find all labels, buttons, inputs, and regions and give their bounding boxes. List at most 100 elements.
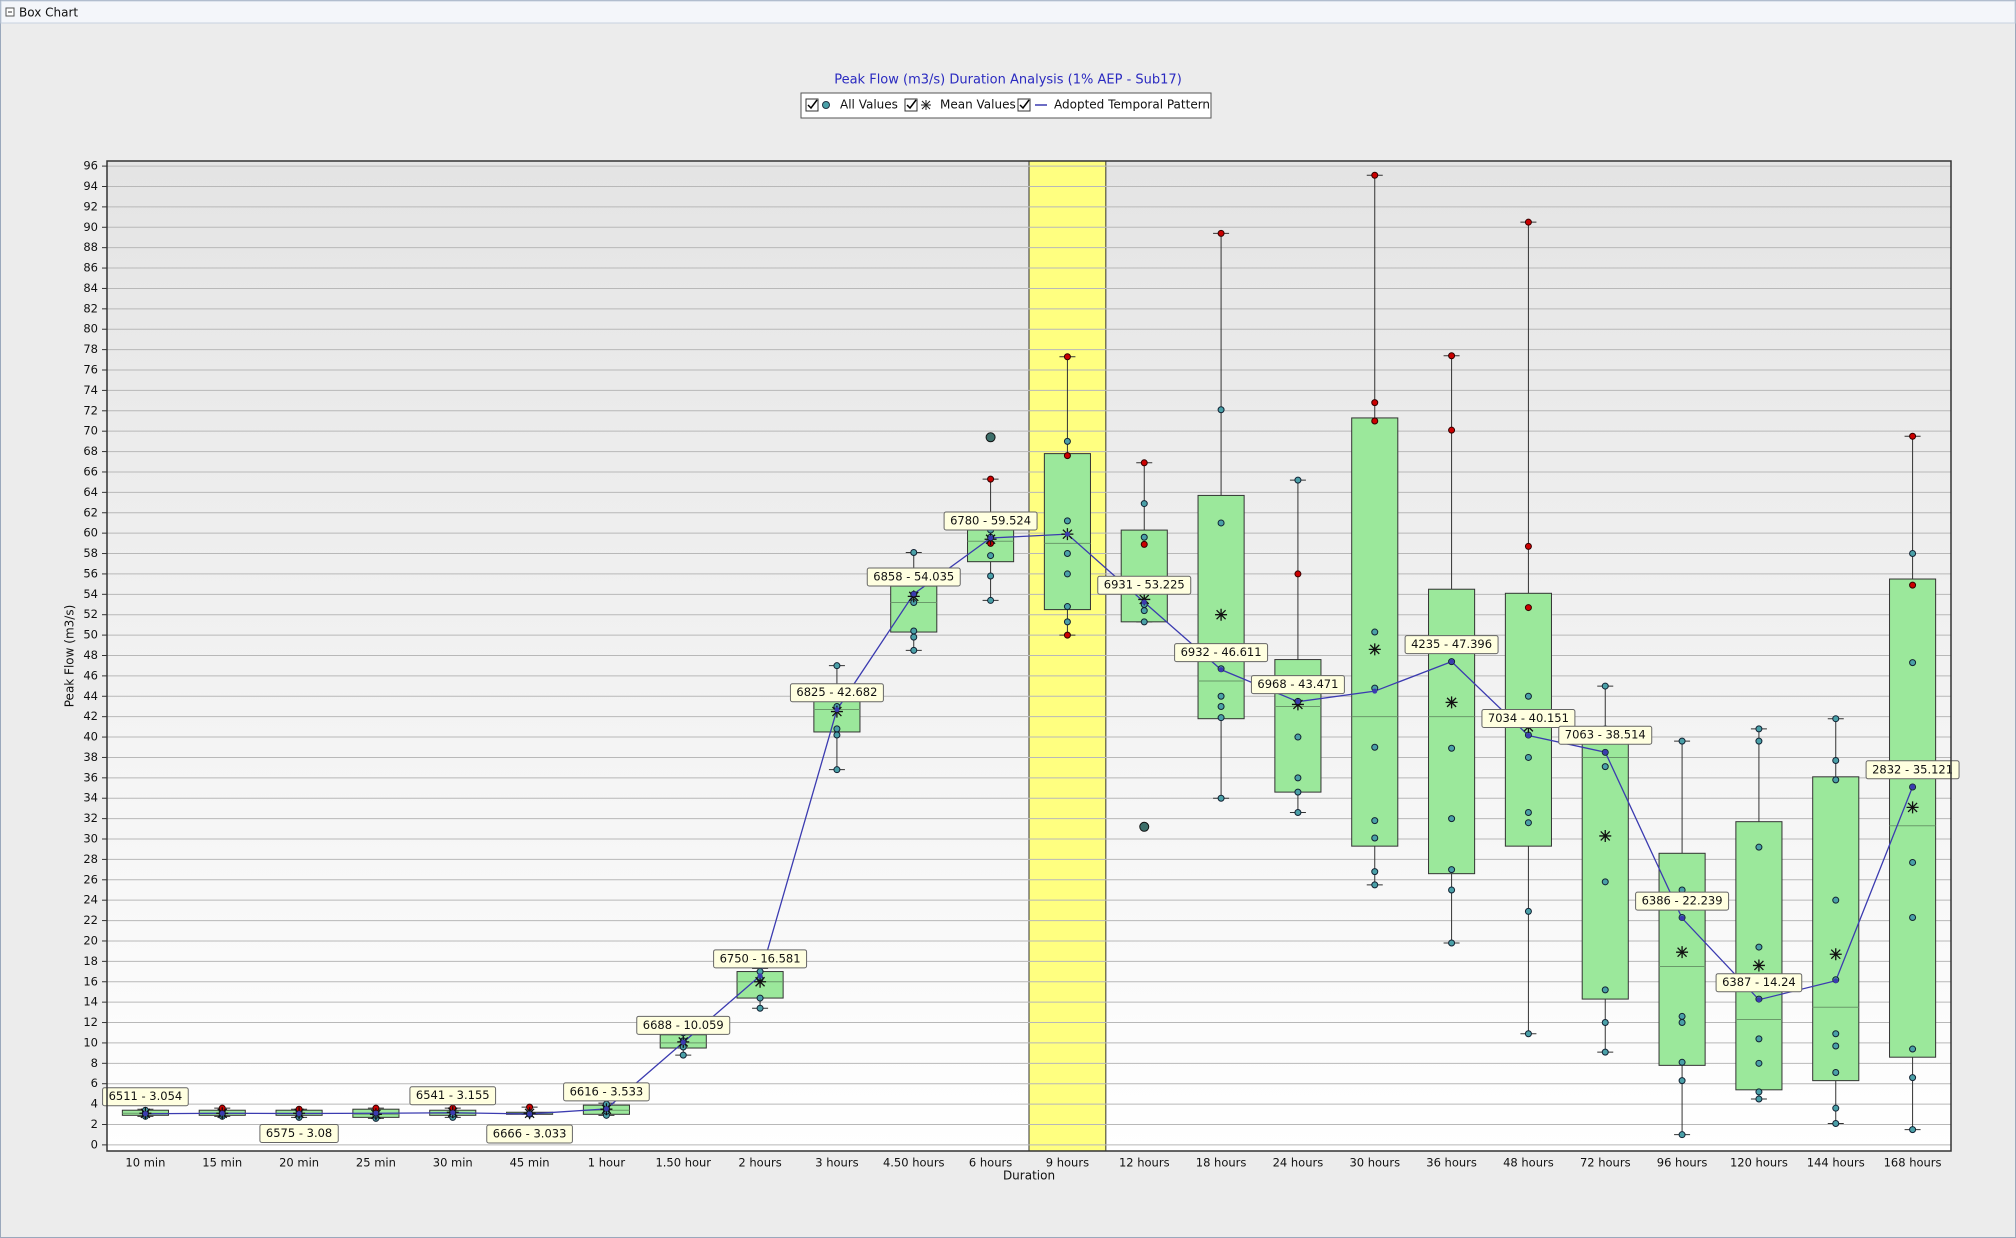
y-tick-label: 94 xyxy=(83,179,98,193)
y-tick-label: 10 xyxy=(83,1035,98,1049)
value-point xyxy=(1294,788,1302,796)
chart-title: Peak Flow (m3/s) Duration Analysis (1% A… xyxy=(834,73,1182,88)
value-label-box xyxy=(1715,973,1803,993)
adopted-point xyxy=(1525,733,1531,739)
mean-star xyxy=(1291,698,1304,711)
y-tick-label: 56 xyxy=(83,566,98,580)
value-point xyxy=(1217,519,1225,527)
x-tick-label: 30 hours xyxy=(1349,1156,1400,1170)
adopted-line xyxy=(145,533,1914,1115)
mean-star xyxy=(1676,946,1689,959)
x-tick-label: 1 hour xyxy=(588,1156,626,1170)
adopted-point xyxy=(988,535,994,541)
value-point xyxy=(1371,743,1379,751)
y-tick-label: 96 xyxy=(83,159,98,173)
value-point xyxy=(1371,881,1379,889)
y-tick-label: 88 xyxy=(83,240,98,254)
adopted-point xyxy=(1833,978,1839,984)
value-label-text: 6825 - 42.682 xyxy=(796,685,877,699)
x-tick-label: 6 hours xyxy=(969,1156,1012,1170)
value-label-box xyxy=(1250,675,1345,695)
value-label-box xyxy=(1097,575,1192,595)
value-label-text: 6932 - 46.611 xyxy=(1181,645,1262,659)
value-point xyxy=(1371,628,1379,636)
y-tick-label: 50 xyxy=(83,628,98,642)
value-label: 7063 - 38.514 xyxy=(1558,725,1653,745)
flagged-point xyxy=(1524,604,1532,612)
x-tick-label: 12 hours xyxy=(1119,1156,1170,1170)
y-tick-label: 16 xyxy=(83,974,98,988)
x-tick-label: 1.50 hour xyxy=(655,1156,711,1170)
value-label-text: 6541 - 3.155 xyxy=(416,1088,490,1102)
y-tick-label: 62 xyxy=(83,505,98,519)
x-tick-label: 3 hours xyxy=(815,1156,858,1170)
value-point xyxy=(756,1004,764,1012)
y-tick-label: 78 xyxy=(83,342,98,356)
value-point xyxy=(1063,517,1071,525)
y-tick-label: 8 xyxy=(91,1056,98,1070)
value-point xyxy=(1678,737,1686,745)
y-tick-label: 44 xyxy=(83,689,98,703)
value-label-text: 6780 - 59.524 xyxy=(950,513,1031,527)
adopted-point xyxy=(757,973,763,979)
y-tick-label: 12 xyxy=(83,1015,98,1029)
flagged-point xyxy=(1140,540,1148,548)
value-point xyxy=(1832,1030,1840,1038)
value-point xyxy=(1524,753,1532,761)
value-point xyxy=(1832,1068,1840,1076)
x-tick-label: 18 hours xyxy=(1196,1156,1247,1170)
value-point xyxy=(1217,406,1225,414)
y-tick-label: 86 xyxy=(83,261,98,275)
adopted-point xyxy=(1141,599,1147,605)
value-label-text: 2832 - 35.121 xyxy=(1872,762,1953,776)
value-point xyxy=(1140,607,1148,615)
value-label-text: 7063 - 38.514 xyxy=(1565,728,1646,742)
x-tick-label: 72 hours xyxy=(1580,1156,1631,1170)
value-point xyxy=(1755,725,1763,733)
value-point xyxy=(1601,878,1609,886)
adopted-point xyxy=(1218,667,1224,673)
value-point xyxy=(910,633,918,641)
y-tick-label: 36 xyxy=(83,770,98,784)
mean-star xyxy=(1906,801,1919,814)
legend-star xyxy=(921,100,931,110)
value-label: 7034 - 40.151 xyxy=(1481,709,1576,729)
value-label-text: 6387 - 14.24 xyxy=(1722,975,1796,989)
value-point xyxy=(1601,1048,1609,1056)
legend-point xyxy=(822,101,830,109)
value-point xyxy=(1601,763,1609,771)
value-point xyxy=(1909,1074,1917,1082)
value-point xyxy=(1524,907,1532,915)
value-point xyxy=(1909,1126,1917,1134)
y-tick-label: 38 xyxy=(83,750,98,764)
value-label-box xyxy=(1174,643,1269,663)
value-label-text: 6386 - 22.239 xyxy=(1642,894,1723,908)
y-tick-label: 24 xyxy=(83,893,98,907)
value-label: 6575 - 3.08 xyxy=(259,1123,339,1143)
adopted-point xyxy=(450,1110,456,1116)
value-point xyxy=(679,1051,687,1059)
legend-box xyxy=(800,92,1212,119)
y-tick-label: 26 xyxy=(83,872,98,886)
value-point xyxy=(1448,815,1456,823)
value-label-box xyxy=(943,511,1038,531)
value-point xyxy=(1755,1035,1763,1043)
value-label-box xyxy=(1865,760,1960,780)
value-label-text: 6575 - 3.08 xyxy=(266,1126,332,1140)
value-point xyxy=(1909,1045,1917,1053)
value-label-box xyxy=(866,567,961,587)
x-tick-label: 24 hours xyxy=(1273,1156,1324,1170)
value-point xyxy=(1832,896,1840,904)
mean-star xyxy=(754,975,767,988)
adopted-point xyxy=(1295,699,1301,705)
value-point xyxy=(1294,809,1302,817)
value-point xyxy=(1909,914,1917,922)
value-point xyxy=(1755,1088,1763,1096)
y-tick-label: 30 xyxy=(83,832,98,846)
y-tick-label: 4 xyxy=(91,1097,98,1111)
adopted-point xyxy=(527,1111,533,1117)
value-label-box xyxy=(1635,891,1730,911)
y-tick-label: 80 xyxy=(83,322,98,336)
mean-star xyxy=(1138,593,1151,606)
flagged-point xyxy=(987,475,995,483)
